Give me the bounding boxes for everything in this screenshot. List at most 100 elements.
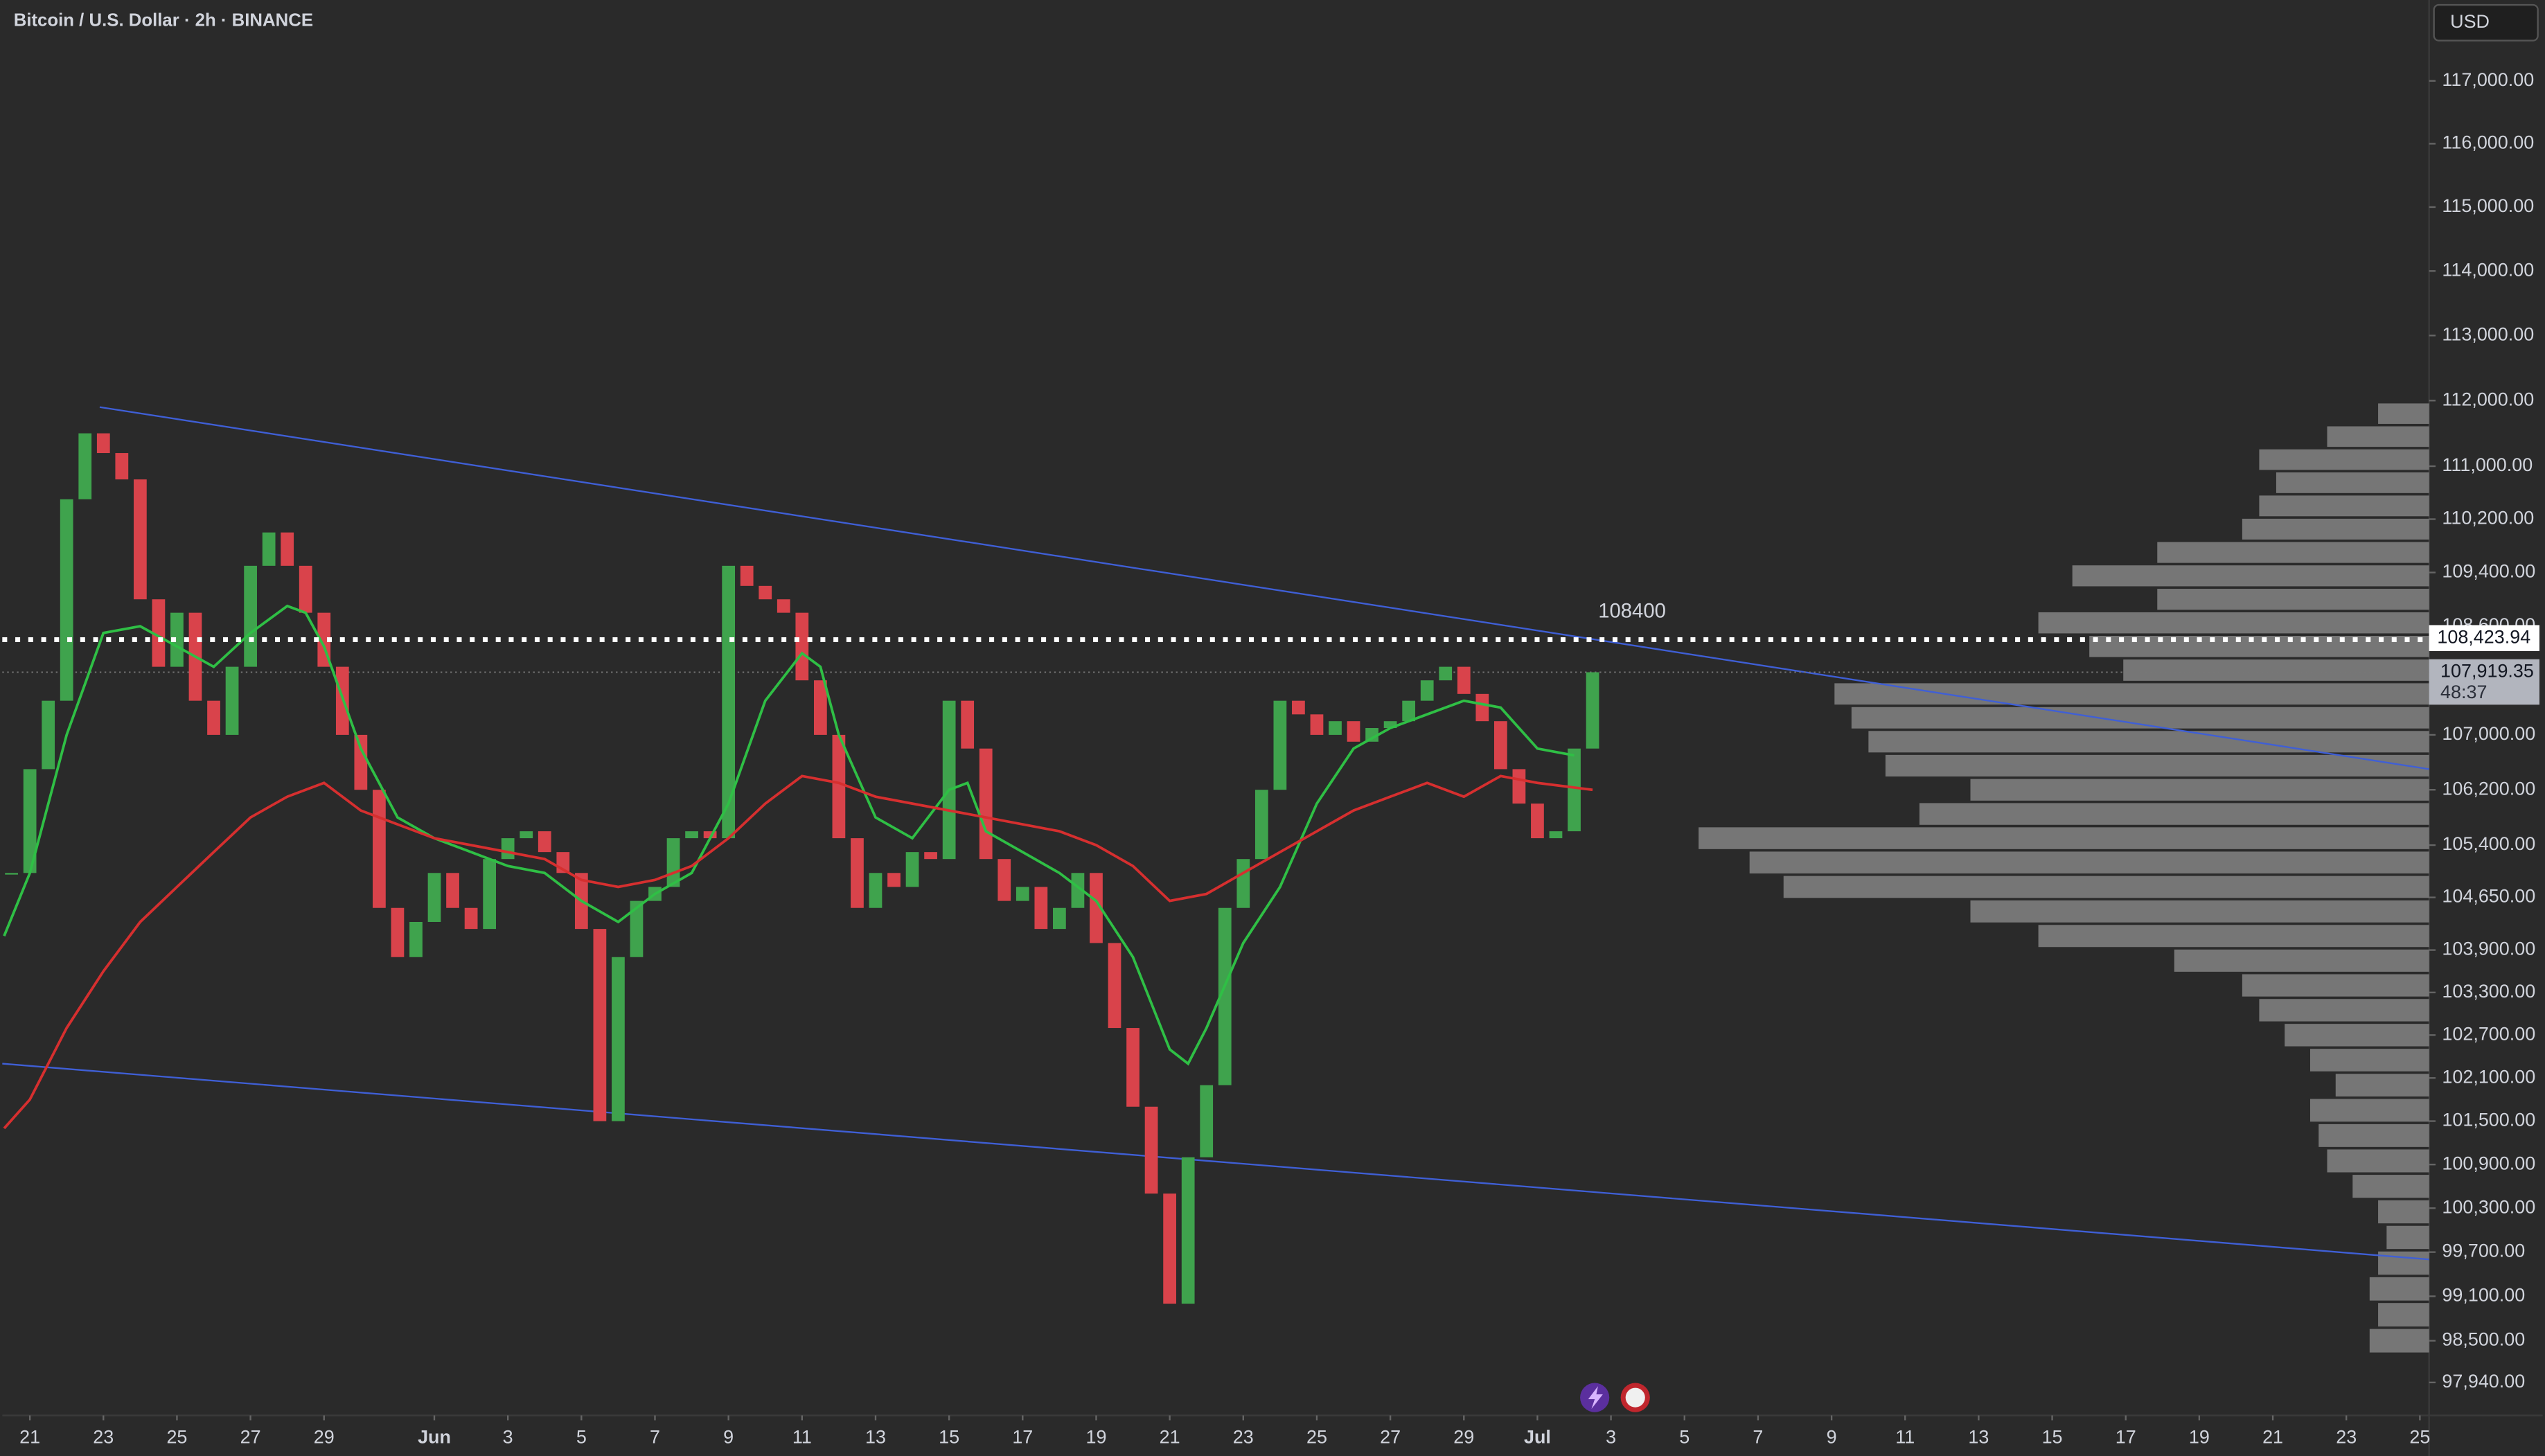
candle <box>722 565 736 839</box>
candle <box>1071 873 1085 908</box>
candle <box>942 700 956 860</box>
candle <box>207 700 220 735</box>
volume-profile-bar <box>1868 731 2429 753</box>
y-tick-label: 98,500.00 <box>2442 1329 2525 1350</box>
last-price-label: 107,919.35 <box>2440 661 2534 682</box>
candle <box>1531 804 1544 839</box>
x-tick-label: 25 <box>2409 1426 2430 1447</box>
candle <box>1365 728 1378 742</box>
x-tick-label: 23 <box>2336 1426 2357 1447</box>
candle <box>887 873 901 887</box>
volume-profile-bar <box>2259 999 2429 1022</box>
y-tick-label: 115,000.00 <box>2442 195 2534 216</box>
candle <box>60 499 73 701</box>
volume-profile-bar <box>2276 472 2429 493</box>
y-tick-label: 111,000.00 <box>2442 454 2533 475</box>
y-tick-label: 117,000.00 <box>2442 69 2534 90</box>
candle <box>42 700 55 770</box>
candle <box>759 585 772 600</box>
candle <box>612 957 625 1121</box>
candle <box>1236 859 1250 908</box>
x-tick-label: 25 <box>166 1426 187 1447</box>
x-tick-label: 19 <box>1085 1426 1106 1447</box>
candle <box>851 838 864 908</box>
candle <box>1310 714 1324 735</box>
candle <box>391 907 405 957</box>
volume-profile-bar <box>2157 542 2429 563</box>
x-tick-label: Jun <box>418 1426 451 1447</box>
volume-profile-bar <box>2369 1277 2429 1301</box>
y-tick-label: 113,000.00 <box>2442 323 2534 344</box>
candle <box>1475 693 1489 722</box>
candle <box>96 433 110 454</box>
y-tick-label: 116,000.00 <box>2442 132 2534 153</box>
x-tick-label: 23 <box>1233 1426 1254 1447</box>
candle <box>740 565 754 586</box>
y-tick-label: 110,200.00 <box>2442 508 2534 529</box>
countdown: 48:37 <box>2440 682 2487 702</box>
y-tick-label: 112,000.00 <box>2442 389 2534 409</box>
volume-profile-bar <box>2327 1149 2429 1173</box>
candle <box>1108 943 1121 1029</box>
candle <box>1347 721 1360 742</box>
volume-profile-bar <box>2378 403 2429 424</box>
y-tick-label: 97,940.00 <box>2442 1371 2525 1392</box>
volume-profile-bar <box>2259 449 2429 470</box>
plot: 108400 117,000.00 116,000.00 115,000.00 114,… <box>2 69 2539 1447</box>
volume-profile-bar <box>2242 518 2429 540</box>
volume-profile-bar <box>2318 1124 2429 1147</box>
x-tick-label: 5 <box>1679 1426 1690 1447</box>
candle <box>1053 907 1066 930</box>
y-tick-label: 99,100.00 <box>2442 1285 2525 1306</box>
volume-profile-bar <box>2242 974 2429 997</box>
moving-average <box>3 774 1593 1130</box>
volume-profile-bar <box>1919 803 2429 825</box>
x-tick-label: 17 <box>1012 1426 1033 1447</box>
icon-bolt <box>1588 1386 1603 1410</box>
currency-button[interactable] <box>2433 3 2539 42</box>
candle <box>262 532 276 566</box>
candle <box>1457 666 1471 694</box>
candle <box>409 921 423 957</box>
candle <box>832 734 846 839</box>
chart-title: Bitcoin / U.S. Dollar · 2h · BINANCE <box>14 10 313 30</box>
candle <box>501 838 515 860</box>
candle <box>1273 700 1287 790</box>
x-tick-label: 29 <box>1453 1426 1474 1447</box>
volume-profile-bar <box>2038 925 2429 948</box>
x-tick-label: 19 <box>2189 1426 2210 1447</box>
x-tick-label: 9 <box>723 1426 734 1447</box>
y-tick-label: 99,700.00 <box>2442 1241 2525 1261</box>
candle <box>446 873 459 908</box>
volume-profile-bar <box>1699 827 2429 849</box>
candle <box>703 831 717 839</box>
y-tick-label: 100,900.00 <box>2442 1153 2535 1173</box>
volume-profile-bar <box>2309 1049 2429 1072</box>
currency[interactable]: USD <box>2450 11 2490 32</box>
candle <box>427 873 441 922</box>
candle <box>1512 769 1526 804</box>
candle <box>813 680 827 735</box>
x-tick-label: 25 <box>1306 1426 1327 1447</box>
x-tick-label: 11 <box>792 1426 812 1447</box>
x-tick-label: 27 <box>240 1426 261 1447</box>
candle <box>1144 1106 1158 1194</box>
icon-inner <box>1625 1387 1645 1408</box>
volume-profile-bar <box>1834 683 2429 705</box>
volume-profile-bar <box>2309 1099 2429 1122</box>
candle <box>152 599 166 667</box>
candle <box>1549 831 1563 839</box>
candle <box>1292 700 1305 715</box>
volume-profile-bar <box>1885 754 2429 777</box>
candle <box>1402 700 1416 722</box>
candle <box>593 929 607 1121</box>
level-label: 108400 <box>1598 599 1666 622</box>
candle <box>777 599 790 613</box>
candle <box>299 565 312 613</box>
y-tick-label: 102,100.00 <box>2442 1066 2535 1087</box>
candle <box>1254 790 1268 860</box>
x-tick-label: 7 <box>1753 1426 1763 1447</box>
y-tick-label: 105,400.00 <box>2442 833 2535 854</box>
candle <box>685 831 698 839</box>
